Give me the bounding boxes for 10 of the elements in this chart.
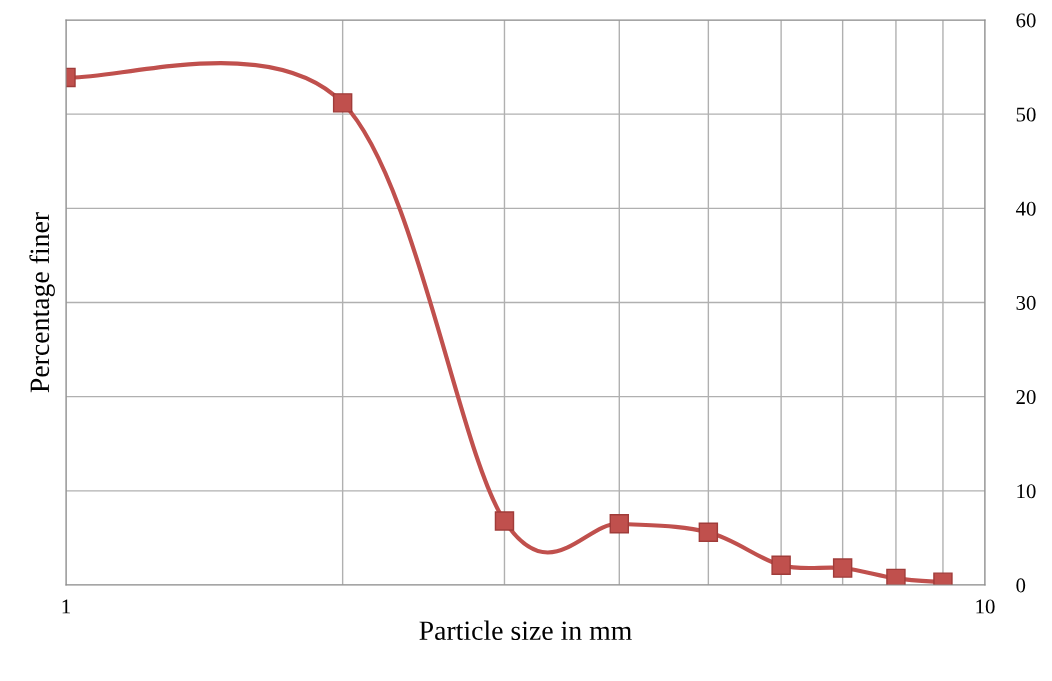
y-tick-label: 0 xyxy=(1016,578,1026,593)
y-axis-title: Percentage finer xyxy=(29,212,55,393)
y-tick-label: 20 xyxy=(1016,390,1036,405)
y-tick-label: 60 xyxy=(1016,13,1036,28)
y-tick-label: 50 xyxy=(1016,107,1036,122)
x-tick-label: 1 xyxy=(62,599,70,614)
y-tick-label: 10 xyxy=(1017,484,1036,499)
x-axis-title: Particle size in mm xyxy=(419,620,632,641)
y-tick-label: 40 xyxy=(1015,201,1036,216)
y-tick-label: 30 xyxy=(1016,295,1036,310)
